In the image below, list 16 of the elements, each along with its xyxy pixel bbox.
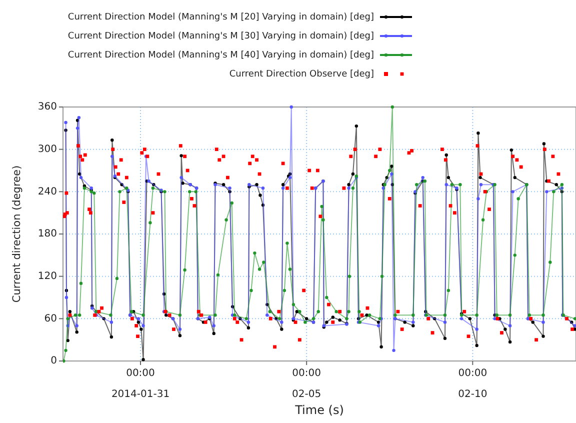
y-axis-title: Current direction (degree)	[11, 165, 23, 303]
x-tick-label: 00:00 02-10	[458, 368, 488, 400]
x-tick-label: 00:00 2014-01-31	[111, 368, 170, 400]
y-tick-label: 240	[38, 186, 57, 198]
y-tick-label: 120	[38, 271, 57, 282]
y-tick-label: 180	[38, 228, 57, 240]
x-tick-label: 00:00 02-05	[292, 368, 322, 400]
legend-label: Current Direction Observe [deg]	[229, 69, 374, 80]
legend-label: Current Direction Model (Manning's M [20] Varying in domain) [deg]	[68, 12, 374, 22]
y-tick-label: 0	[50, 356, 57, 367]
y-tick-label: 300	[38, 144, 57, 156]
legend-label: Current Direction Model (Manning's M [30] Varying in domain) [deg]	[68, 31, 374, 42]
y-tick-label: 360	[38, 102, 57, 113]
x-axis-title: Time (s)	[294, 403, 344, 417]
legend-label: Current Direction Model (Manning's M [40] Varying in domain) [deg]	[68, 50, 374, 60]
y-tick-label: 60	[44, 313, 57, 324]
